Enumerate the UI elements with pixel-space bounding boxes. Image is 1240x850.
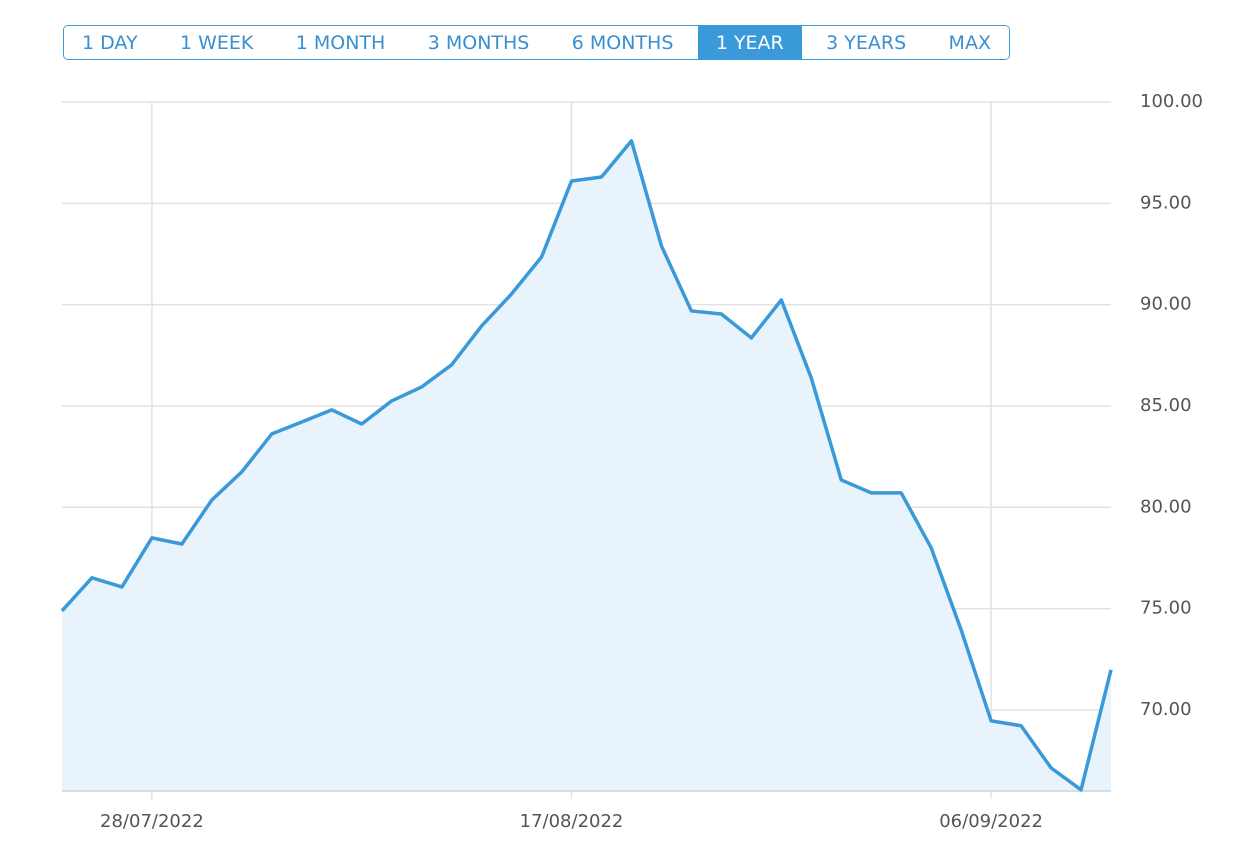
range-button[interactable]: 1 WEEK: [161, 26, 272, 59]
x-tick-label: 28/07/2022: [100, 811, 204, 832]
y-tick-label: 70.00: [1140, 699, 1192, 720]
range-button[interactable]: MAX: [930, 26, 1009, 59]
y-tick-label: 85.00: [1140, 395, 1192, 416]
price-line: [60, 139, 1113, 792]
range-button[interactable]: 1 YEAR: [697, 26, 802, 59]
range-button[interactable]: 3 YEARS: [808, 26, 925, 59]
y-tick-label: 95.00: [1140, 192, 1192, 213]
range-button[interactable]: 1 DAY: [64, 26, 156, 59]
range-button[interactable]: 1 MONTH: [277, 26, 404, 59]
x-tick-label: 17/08/2022: [520, 811, 624, 832]
area-fill: [62, 140, 1111, 792]
y-tick-label: 90.00: [1140, 294, 1192, 315]
range-selector: 1 DAY 1 WEEK 1 MONTH 3 MONTHS 6 MONTHS 1 YEAR…: [63, 25, 1010, 60]
y-tick-label: 80.00: [1140, 496, 1192, 517]
range-button[interactable]: 3 MONTHS: [409, 26, 548, 59]
y-tick-label: 75.00: [1140, 598, 1192, 619]
y-tick-label: 100.00: [1140, 91, 1203, 112]
range-button[interactable]: 6 MONTHS: [553, 26, 692, 59]
x-tick-label: 06/09/2022: [939, 811, 1043, 832]
